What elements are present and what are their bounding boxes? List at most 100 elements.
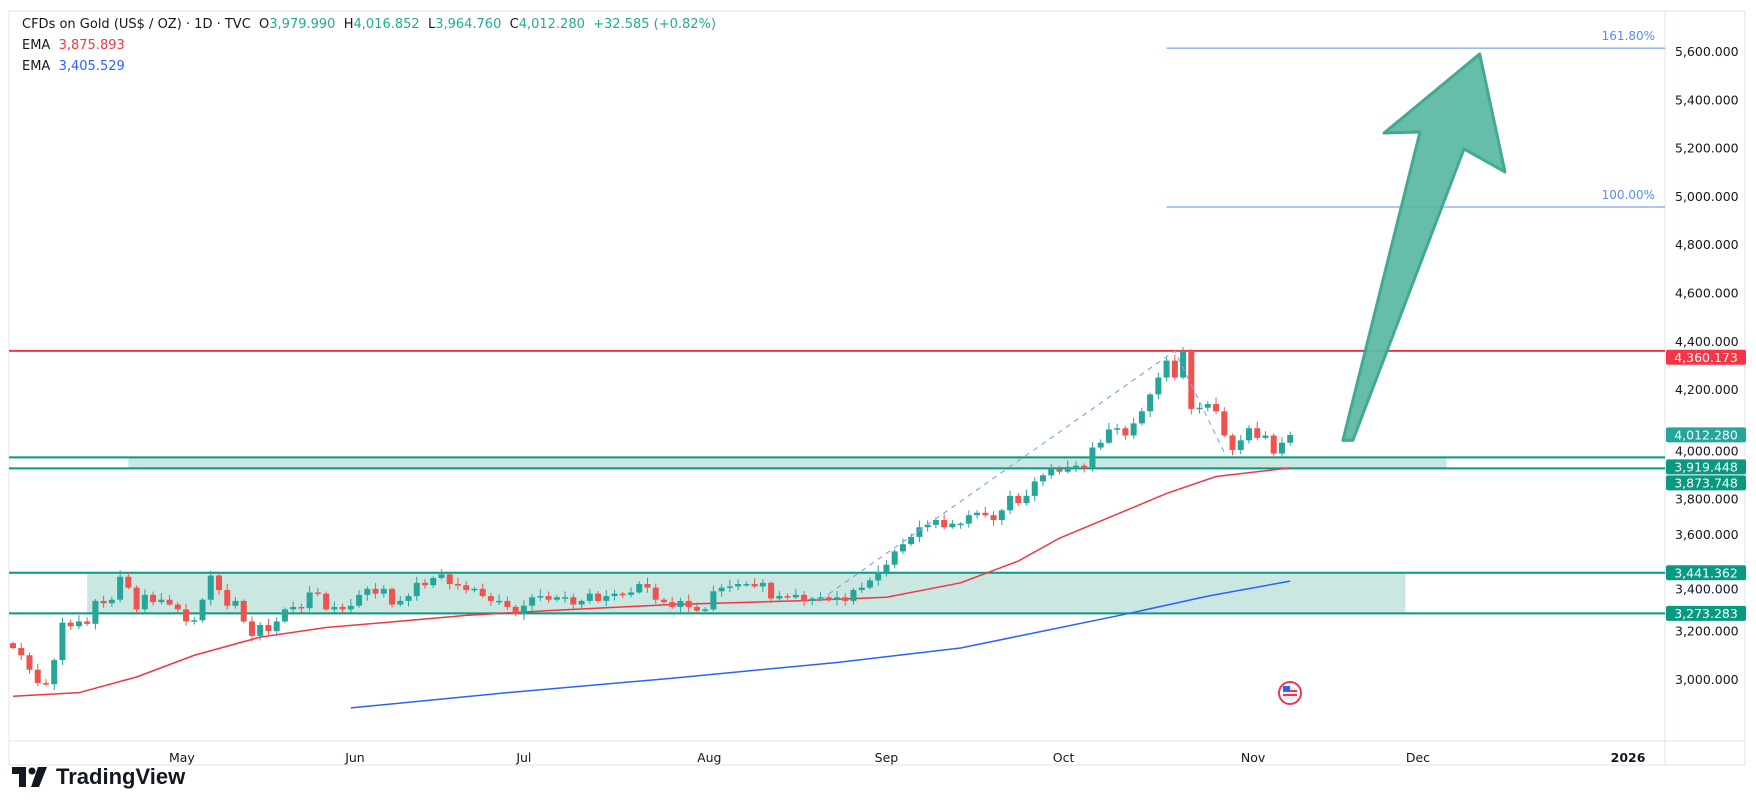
candle xyxy=(446,571,453,590)
candle xyxy=(553,594,560,602)
zone-price-badge xyxy=(1666,459,1746,475)
candle xyxy=(611,589,618,601)
ema-fast-row[interactable]: EMA 3,875.893 xyxy=(22,35,716,56)
candle xyxy=(1221,407,1228,438)
candle-body xyxy=(875,571,882,581)
ema-slow-label: EMA xyxy=(22,59,51,74)
candle xyxy=(471,586,478,593)
zone-price-badge-text: 3,441.362 xyxy=(1674,565,1738,580)
candle xyxy=(166,595,173,606)
candle-body xyxy=(718,587,725,592)
time-tick-label: Jun xyxy=(344,750,365,765)
candle-body xyxy=(323,593,330,610)
candle-body xyxy=(998,510,1005,521)
candle xyxy=(281,607,288,624)
candle xyxy=(1105,422,1112,445)
candle xyxy=(941,514,948,530)
projection-arrow[interactable] xyxy=(1341,52,1507,442)
candle-body xyxy=(858,587,865,591)
candle xyxy=(1188,349,1195,415)
candle-body xyxy=(487,596,494,601)
low-label: L xyxy=(427,17,436,32)
candles-layer xyxy=(10,347,1294,691)
candle-body xyxy=(965,515,972,524)
candle xyxy=(273,617,280,634)
candle xyxy=(801,591,808,606)
us-flag-event-icon[interactable] xyxy=(1278,681,1302,705)
candle-body xyxy=(1081,465,1088,469)
time-axis[interactable]: May Jun Jul Aug Sep Oct Nov Dec 2026 xyxy=(169,750,1646,765)
candle-body xyxy=(586,593,593,601)
candle xyxy=(125,572,132,590)
candle xyxy=(1246,425,1252,444)
candle-body xyxy=(1089,447,1096,469)
candle xyxy=(199,598,206,623)
candle xyxy=(1007,490,1014,515)
candle-body xyxy=(10,643,16,649)
candle-body xyxy=(479,588,486,597)
candle-body xyxy=(899,544,906,552)
candle xyxy=(323,591,330,611)
candle-body xyxy=(26,655,33,670)
candle xyxy=(619,591,626,599)
support-zone[interactable] xyxy=(87,572,1406,614)
support-zone[interactable] xyxy=(128,457,1447,469)
candle-body xyxy=(174,604,181,610)
candle-body xyxy=(1023,495,1030,504)
candle-body xyxy=(603,596,610,601)
candle xyxy=(438,569,445,580)
candle xyxy=(389,587,396,608)
candle-body xyxy=(42,683,49,685)
fib-trend-line[interactable] xyxy=(820,350,1225,601)
candle xyxy=(562,591,569,603)
price-axis[interactable]: 5,600.000 5,400.000 5,200.000 5,000.000 4,80… xyxy=(1675,44,1739,687)
candle-body xyxy=(570,597,577,605)
chart-frame xyxy=(8,10,1746,766)
candle-body xyxy=(216,575,222,591)
candle xyxy=(18,643,25,661)
time-tick-label: Sep xyxy=(875,750,899,765)
candle-body xyxy=(84,621,91,624)
candle xyxy=(347,598,354,613)
candle-body xyxy=(809,598,816,601)
candle-body xyxy=(18,648,25,656)
candle-body xyxy=(454,584,461,586)
symbol-title[interactable]: CFDs on Gold (US$ / OZ) · 1D · TVC xyxy=(22,17,251,32)
price-tick-label: 3,200.000 xyxy=(1675,624,1739,639)
resistance-price-badge-text: 4,360.173 xyxy=(1674,350,1738,365)
candle-body xyxy=(562,597,569,599)
candle xyxy=(1180,347,1187,380)
tradingview-logo[interactable]: TradingView xyxy=(12,764,185,790)
ema-slow-row[interactable]: EMA 3,405.529 xyxy=(22,56,716,77)
candle-body xyxy=(751,584,758,587)
candle xyxy=(858,582,865,593)
candle-body xyxy=(191,620,198,622)
candle-body xyxy=(331,606,338,610)
candle xyxy=(133,585,140,615)
candle xyxy=(1254,421,1261,441)
candle xyxy=(825,594,832,602)
candle xyxy=(331,601,338,615)
candle xyxy=(916,520,923,543)
ema-slow-line xyxy=(350,580,1291,709)
candle xyxy=(1204,401,1211,412)
candle xyxy=(1122,425,1129,440)
candle xyxy=(866,577,873,590)
candle-body xyxy=(595,593,602,601)
candle-body xyxy=(1171,360,1178,378)
ema-fast-value: 3,875.893 xyxy=(58,38,125,53)
candle-body xyxy=(257,625,264,636)
candle xyxy=(776,591,783,602)
candle-body xyxy=(1130,423,1137,436)
candle-body xyxy=(743,584,750,586)
candle xyxy=(1278,437,1285,458)
candle xyxy=(792,588,799,599)
candle xyxy=(875,565,882,586)
price-tick-label: 4,400.000 xyxy=(1675,334,1739,349)
candle-body xyxy=(735,584,742,587)
candle xyxy=(520,600,527,620)
high-value: 4,016.852 xyxy=(353,17,420,32)
candle xyxy=(298,603,305,613)
price-tick-label: 3,800.000 xyxy=(1675,491,1739,506)
